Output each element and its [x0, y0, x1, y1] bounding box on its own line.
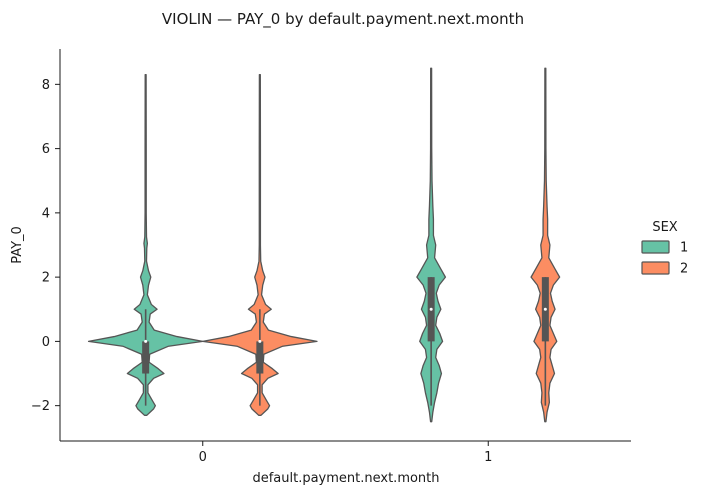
violin-2-cat-1: [530, 67, 561, 423]
median-marker: [144, 339, 148, 343]
legend-swatch-2: [641, 261, 670, 275]
violin-1-cat-1: [416, 67, 447, 423]
median-marker: [258, 339, 262, 343]
y-tick-label: 4: [42, 206, 50, 221]
median-marker: [429, 307, 433, 311]
legend-label-1: 1: [680, 241, 688, 256]
plot-area: [87, 67, 561, 423]
axes: −2 0 2 4 6 8 0 1: [31, 49, 631, 465]
iqr-box: [142, 341, 150, 374]
y-tick-label: −2: [31, 399, 50, 414]
chart-title: VIOLIN — PAY_0 by default.payment.next.m…: [162, 10, 524, 29]
y-axis-label: PAY_0: [10, 226, 25, 264]
legend-title: SEX: [652, 220, 677, 235]
legend-swatch-1: [641, 240, 670, 254]
x-tick-label: 1: [484, 450, 492, 465]
legend: SEX 1 2: [641, 220, 688, 277]
iqr-box: [256, 341, 264, 374]
x-axis-label: default.payment.next.month: [252, 471, 439, 486]
y-tick-label: 2: [42, 271, 50, 286]
median-marker: [543, 307, 547, 311]
legend-label-2: 2: [680, 262, 688, 277]
y-tick-label: 8: [42, 78, 50, 93]
y-tick-label: 0: [42, 335, 50, 350]
violin-2-cat-0: [202, 74, 318, 416]
y-tick-label: 6: [42, 142, 50, 157]
x-tick-label: 0: [199, 450, 207, 465]
